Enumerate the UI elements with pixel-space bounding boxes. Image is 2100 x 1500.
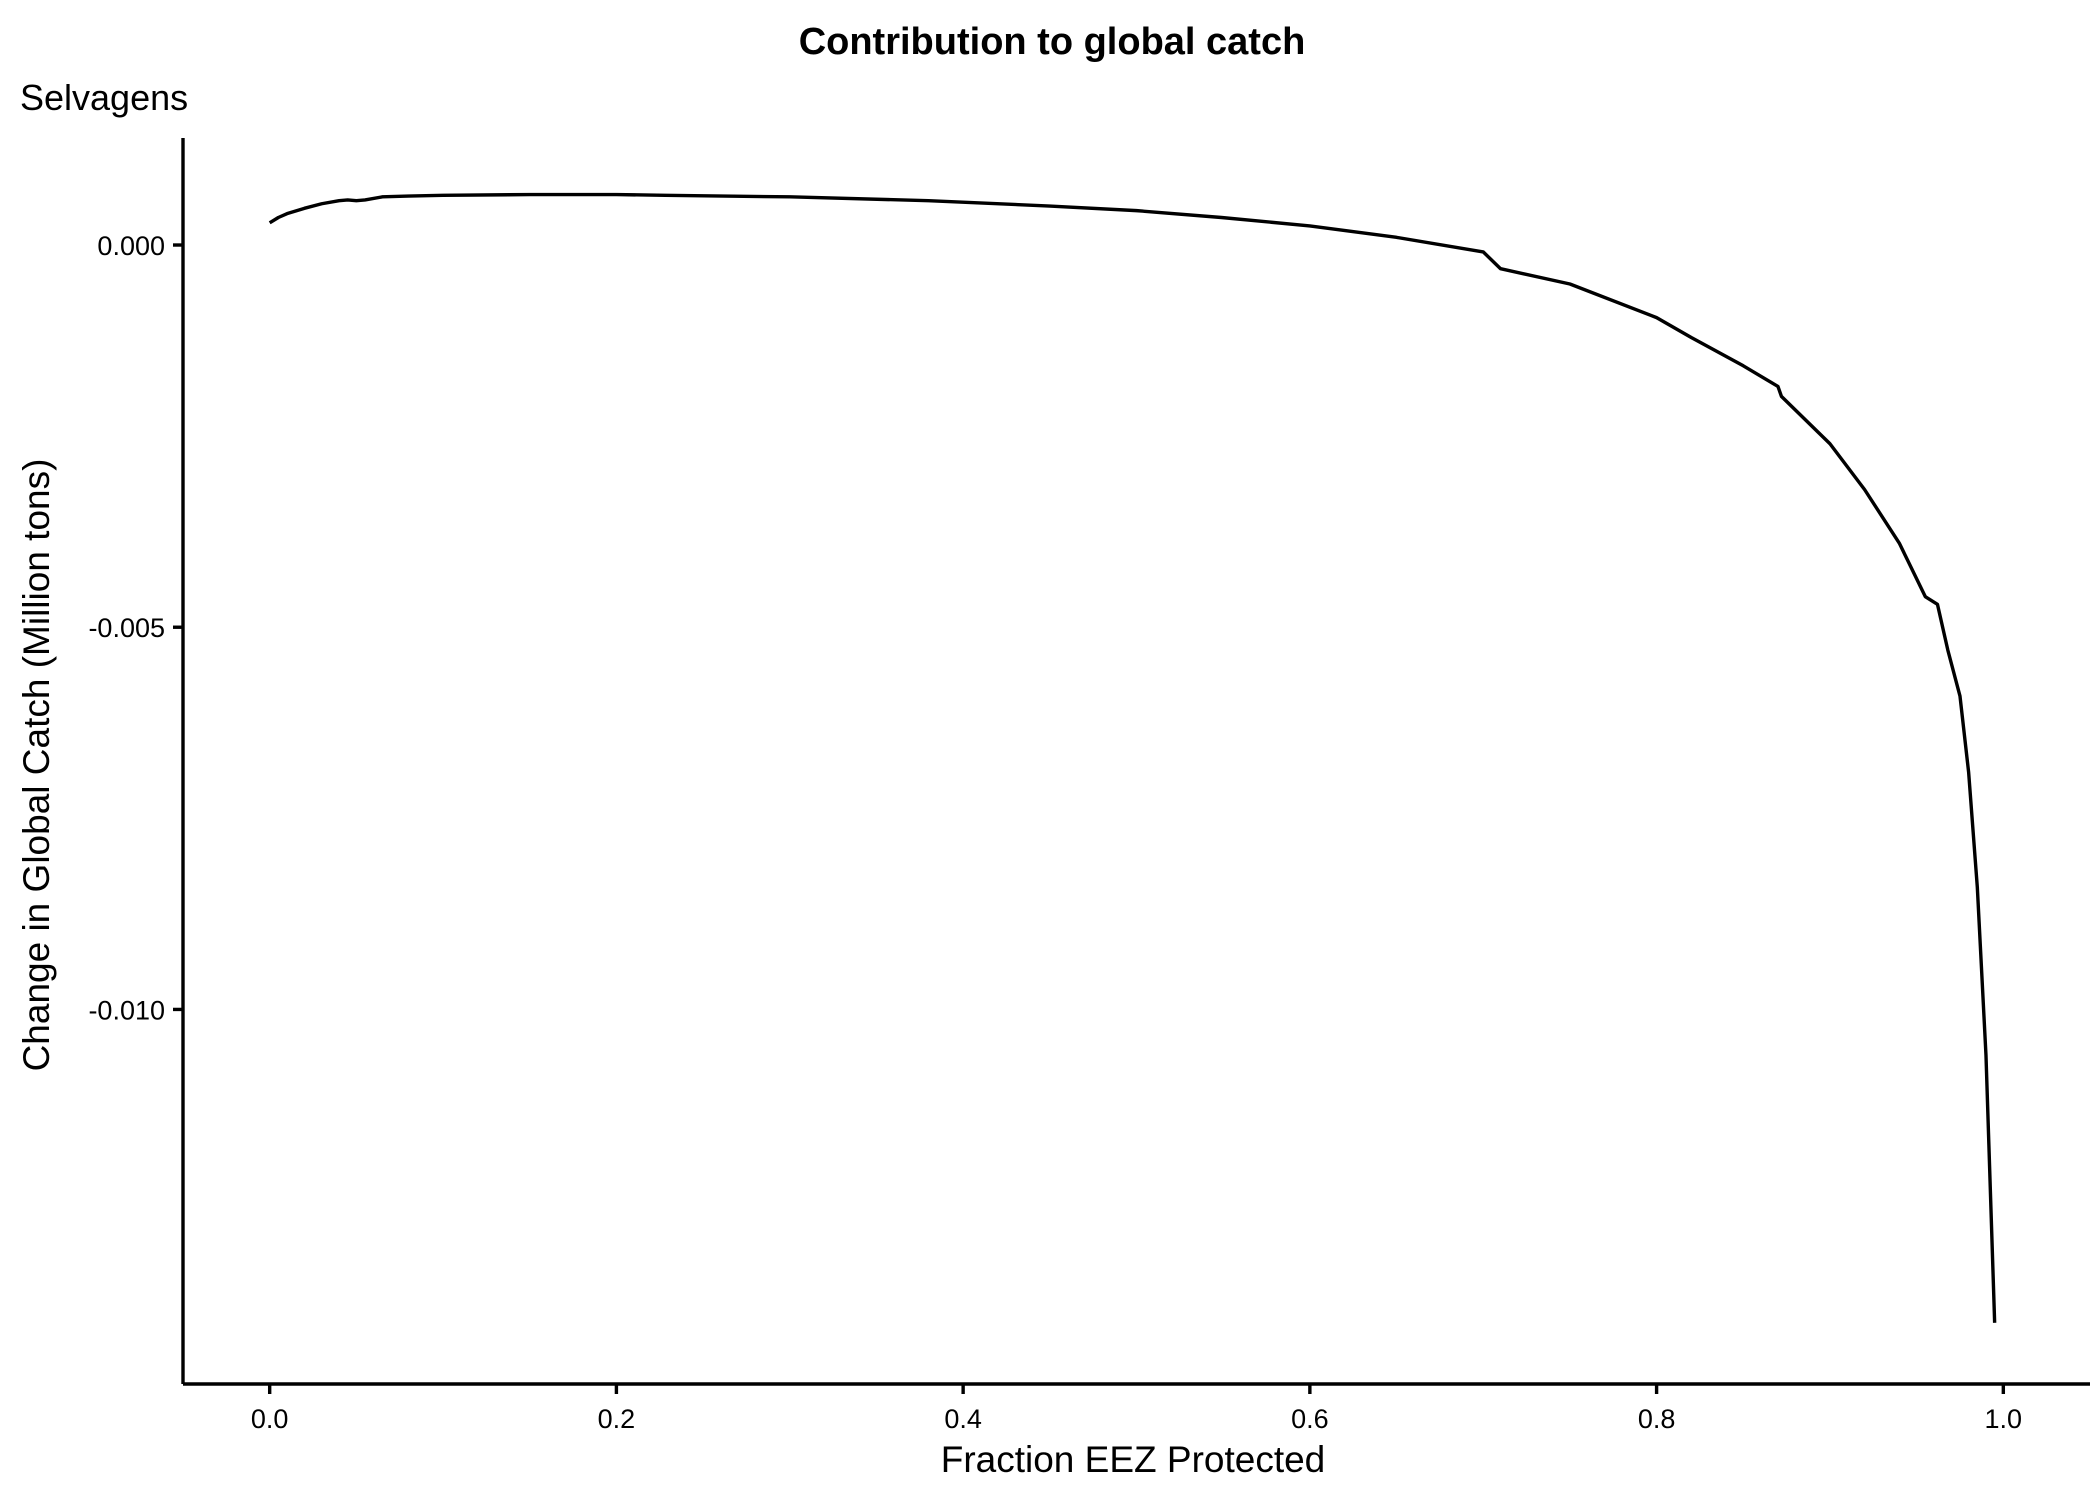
y-tick-label: -0.010 — [88, 995, 165, 1025]
x-tick-label: 0.0 — [251, 1404, 289, 1434]
x-tick-label: 0.6 — [1291, 1404, 1329, 1434]
chart-subtitle: Selvagens — [20, 77, 188, 118]
x-tick-label: 0.8 — [1638, 1404, 1676, 1434]
plot-area: 0.0 0.2 0.4 0.6 0.8 1.0 0.000 -0.005 -0.010 — [88, 138, 2090, 1434]
y-tick-label: -0.005 — [88, 613, 165, 643]
x-tick-label: 0.2 — [598, 1404, 636, 1434]
x-tick-label: 1.0 — [1985, 1404, 2023, 1434]
x-tick-label: 0.4 — [944, 1404, 982, 1434]
y-axis-title: Change in Global Catch (Million tons) — [16, 459, 57, 1072]
x-axis-title: Fraction EEZ Protected — [941, 1439, 1326, 1480]
chart-title: Contribution to global catch — [799, 21, 1306, 63]
series-line — [268, 192, 1997, 1323]
y-tick-label: 0.000 — [97, 231, 165, 261]
